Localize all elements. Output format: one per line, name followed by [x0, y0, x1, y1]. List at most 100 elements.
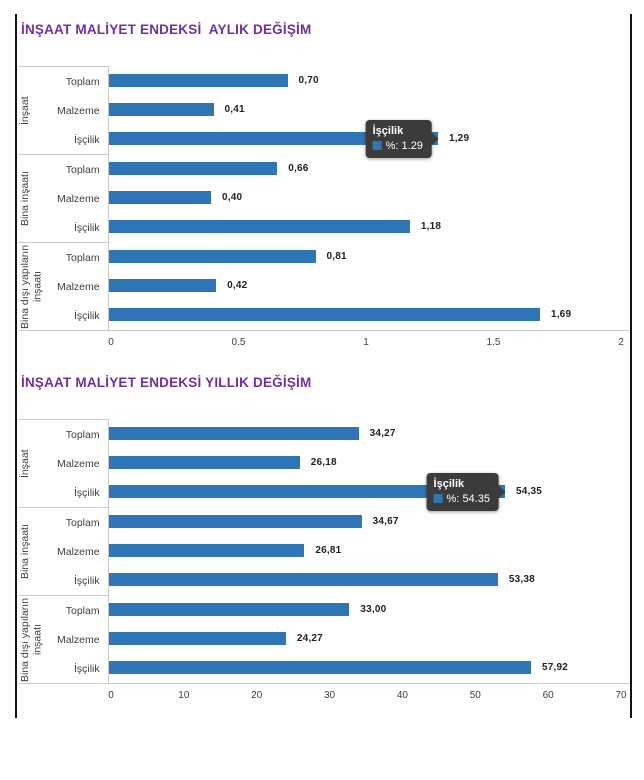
bar-value-label: 1,69	[550, 309, 572, 320]
group-row: Bina inşaatı Toplam Malzeme İşçilik 0,66 0,40…	[19, 154, 630, 242]
tooltip-value: %: 1.29	[372, 139, 423, 152]
group-label: Bina inşaatı	[19, 524, 31, 579]
group-row: Bina dışı yapıların inşaatı Toplam Malzeme…	[19, 595, 630, 683]
group-row: İnşaat Toplam Malzeme İşçilik 34,27 26,18 54,3…	[19, 419, 630, 511]
category-label: Toplam	[65, 163, 100, 176]
bar[interactable]	[109, 74, 288, 87]
x-tick-label: 0	[108, 690, 114, 701]
bar[interactable]	[109, 308, 540, 321]
x-axis: 0 0.5 1 1.5 2	[19, 330, 630, 355]
category-label: İşçilik	[73, 221, 100, 234]
tooltip-value: %: 54.35	[433, 492, 490, 505]
bar-value-label: 26,81	[315, 545, 342, 556]
tooltip-title: İşçilik	[372, 124, 404, 137]
category-label: Malzeme	[57, 192, 100, 205]
group-bars: 33,00 24,27 57,92	[109, 595, 630, 683]
group-bars: 0,81 0,42 1,69	[109, 242, 630, 330]
category-labels: Toplam Malzeme İşçilik	[57, 596, 109, 683]
category-labels: Toplam Malzeme İşçilik	[57, 67, 109, 154]
category-label: İşçilik	[73, 133, 100, 146]
tooltip-value-text: %: 1.29	[385, 139, 423, 152]
bar[interactable]	[109, 603, 350, 616]
group-bars: 0,70 0,41 1,29 İşçilik %: 1.29	[109, 66, 630, 158]
category-label: İşçilik	[73, 574, 100, 587]
category-axis-group: Bina inşaatı Toplam Malzeme İşçilik	[19, 507, 109, 595]
bar-row: 0,40	[109, 183, 630, 212]
bar[interactable]	[109, 427, 359, 440]
bar-value-label: 0,70	[298, 75, 319, 86]
bar-value-label: 34,27	[369, 428, 396, 439]
category-label: İşçilik	[73, 309, 100, 322]
bar[interactable]	[109, 632, 286, 645]
x-axis: 0 10 20 30 40 50 60 70	[19, 683, 630, 708]
bar[interactable]	[109, 132, 438, 145]
group-label: İnşaat	[19, 96, 31, 125]
bar-value-label: 0,66	[288, 163, 309, 174]
bar-row: 57,92	[109, 653, 630, 682]
category-label: Malzeme	[57, 457, 100, 470]
chart-canvas-yearly: İnşaat Toplam Malzeme İşçilik 34,27 26,18 54,3…	[19, 419, 630, 708]
x-tick-label: 2	[618, 337, 624, 348]
bar[interactable]	[109, 191, 211, 204]
bar-row: 34,67	[109, 507, 630, 536]
bar-value-label: 1,18	[420, 221, 442, 232]
category-axis-group: Bina dışı yapıların inşaatı Toplam Malzeme…	[19, 595, 109, 683]
category-axis-group: Bina dışı yapıların inşaatı Toplam Malzeme…	[19, 242, 109, 330]
bar[interactable]	[109, 456, 300, 469]
x-tick-label: 1.5	[486, 337, 501, 348]
x-tick-label: 40	[396, 690, 408, 701]
bar[interactable]	[109, 220, 410, 233]
x-tick-label: 0.5	[231, 337, 246, 348]
bar[interactable]	[109, 515, 362, 528]
category-label: İşçilik	[73, 662, 100, 675]
tooltip: İşçilik %: 54.35	[426, 472, 499, 511]
bar[interactable]	[109, 661, 531, 674]
bar-row: 54,35 İşçilik %: 54.35	[109, 472, 630, 511]
bar-row: 34,27	[109, 419, 630, 448]
bar-row: 1,18	[109, 212, 630, 241]
category-label: Toplam	[65, 516, 100, 529]
x-tick-label: 50	[469, 690, 481, 701]
chart-title-yearly: İNŞAAT MALİYET ENDEKSİ YILLIK DEĞİŞİM	[21, 375, 312, 390]
group-row: Bina inşaatı Toplam Malzeme İşçilik 34,67 26,…	[19, 507, 630, 595]
category-label: Toplam	[65, 428, 100, 441]
tooltip-value-text: %: 54.35	[446, 492, 490, 505]
category-axis-group: İnşaat Toplam Malzeme İşçilik	[19, 66, 109, 154]
group-label: Bina dışı yapıların inşaatı	[19, 597, 44, 682]
bar-value-label: 0,41	[224, 104, 245, 115]
group-bars: 0,66 0,40 1,18	[109, 154, 630, 242]
category-label: Toplam	[65, 251, 100, 264]
x-tick-label: 10	[178, 690, 190, 701]
chart-canvas-monthly: İnşaat Toplam Malzeme İşçilik 0,70 0,41 1,29 İş…	[19, 66, 630, 355]
category-label: Toplam	[65, 75, 100, 88]
bar[interactable]	[109, 544, 305, 557]
bar-row: 26,18	[109, 448, 630, 477]
bar[interactable]	[109, 485, 505, 498]
x-tick-label: 0	[108, 337, 114, 348]
bar-value-label: 33,00	[360, 604, 387, 615]
bar[interactable]	[109, 279, 217, 292]
category-label: Malzeme	[57, 280, 100, 293]
bar-row: 26,81	[109, 536, 630, 565]
chart-title-monthly: İNŞAAT MALİYET ENDEKSİ AYLIK DEĞİŞİM	[21, 22, 312, 37]
bar[interactable]	[109, 162, 278, 175]
group-row: İnşaat Toplam Malzeme İşçilik 0,70 0,41 1,29 İş…	[19, 66, 630, 158]
bar-value-label: 0,42	[227, 280, 248, 291]
group-bars: 34,27 26,18 54,35 İşçilik %: 54.35	[109, 419, 630, 511]
bar-value-label: 1,29	[448, 133, 470, 144]
x-tick-label: 30	[324, 690, 336, 701]
category-label: Malzeme	[57, 104, 100, 117]
category-label: Toplam	[65, 604, 100, 617]
category-label: İşçilik	[73, 486, 100, 499]
bar-row: 24,27	[109, 624, 630, 653]
report-page: İNŞAAT MALİYET ENDEKSİ AYLIK DEĞİŞİM İnş…	[15, 14, 632, 718]
yearly-change-chart: İNŞAAT MALİYET ENDEKSİ YILLIK DEĞİŞİM İn…	[19, 375, 630, 708]
series-marker-icon	[433, 494, 443, 503]
bar[interactable]	[109, 103, 214, 116]
group-bars: 34,67 26,81 53,38	[109, 507, 630, 595]
bar[interactable]	[109, 250, 316, 263]
bar-value-label: 0,81	[326, 251, 347, 262]
category-labels: Toplam Malzeme İşçilik	[57, 243, 109, 330]
bar[interactable]	[109, 573, 498, 586]
group-label: İnşaat	[19, 449, 31, 478]
